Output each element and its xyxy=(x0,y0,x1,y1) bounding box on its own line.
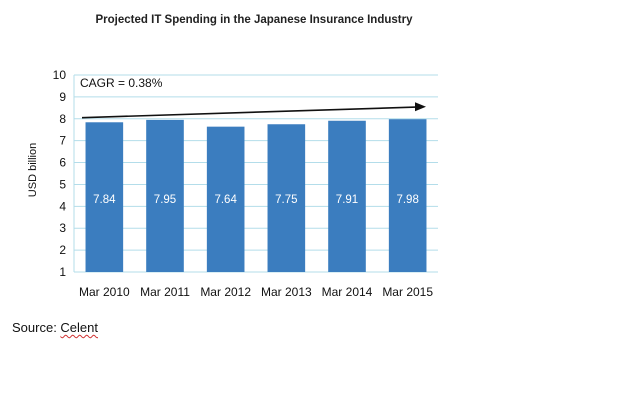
y-axis-label: USD billion xyxy=(27,143,39,197)
bar xyxy=(267,124,306,272)
y-tick-label: 2 xyxy=(59,243,66,257)
y-tick-label: 3 xyxy=(59,221,66,235)
x-tick-label: Mar 2011 xyxy=(140,285,190,299)
bar xyxy=(388,119,427,273)
trend-arrow-group xyxy=(81,102,426,119)
trend-arrow-head xyxy=(415,102,426,112)
bar-value-label: 7.91 xyxy=(336,194,358,206)
y-tick-label: 6 xyxy=(59,156,66,170)
source-name: Celent xyxy=(60,320,98,335)
x-tick-label: Mar 2015 xyxy=(382,285,433,299)
x-tick-label: Mar 2010 xyxy=(79,285,130,299)
y-tick-label: 9 xyxy=(59,90,66,104)
bar-value-label: 7.84 xyxy=(93,194,116,206)
trend-arrow-line xyxy=(81,106,421,119)
x-tick-label: Mar 2012 xyxy=(200,285,251,299)
y-tick-label: 1 xyxy=(59,265,66,279)
source-prefix: Source: xyxy=(12,320,61,335)
bar-value-label: 7.95 xyxy=(154,194,176,206)
x-tick-label: Mar 2013 xyxy=(261,285,312,299)
bar xyxy=(85,122,124,272)
bar-value-label: 7.98 xyxy=(396,194,418,206)
chart-title: Projected IT Spending in the Japanese In… xyxy=(96,14,414,26)
grid-lines xyxy=(73,74,438,273)
y-tick-label: 5 xyxy=(59,177,66,191)
y-tick-label: 7 xyxy=(59,134,66,148)
x-tick-label: Mar 2014 xyxy=(322,285,373,299)
source-note: Source: Celent xyxy=(12,320,98,335)
bars: 7.84 7.95 7.64 7.75 7.91 7.98 xyxy=(85,119,427,273)
x-axis-ticks: Mar 2010 Mar 2011 Mar 2012 Mar 2013 Mar 2014… xyxy=(79,285,433,299)
y-tick-label: 8 xyxy=(59,112,66,126)
bar xyxy=(328,120,366,273)
bar xyxy=(146,119,184,272)
y-tick-label: 4 xyxy=(59,199,66,213)
cagr-annotation: CAGR = 0.38% xyxy=(80,76,163,90)
bar-value-label: 7.64 xyxy=(214,194,237,206)
y-tick-label: 10 xyxy=(53,68,67,82)
bar xyxy=(206,126,245,272)
y-axis-ticks: 1 2 3 4 5 6 7 8 9 10 xyxy=(53,68,67,279)
bar-value-label: 7.75 xyxy=(275,194,297,206)
